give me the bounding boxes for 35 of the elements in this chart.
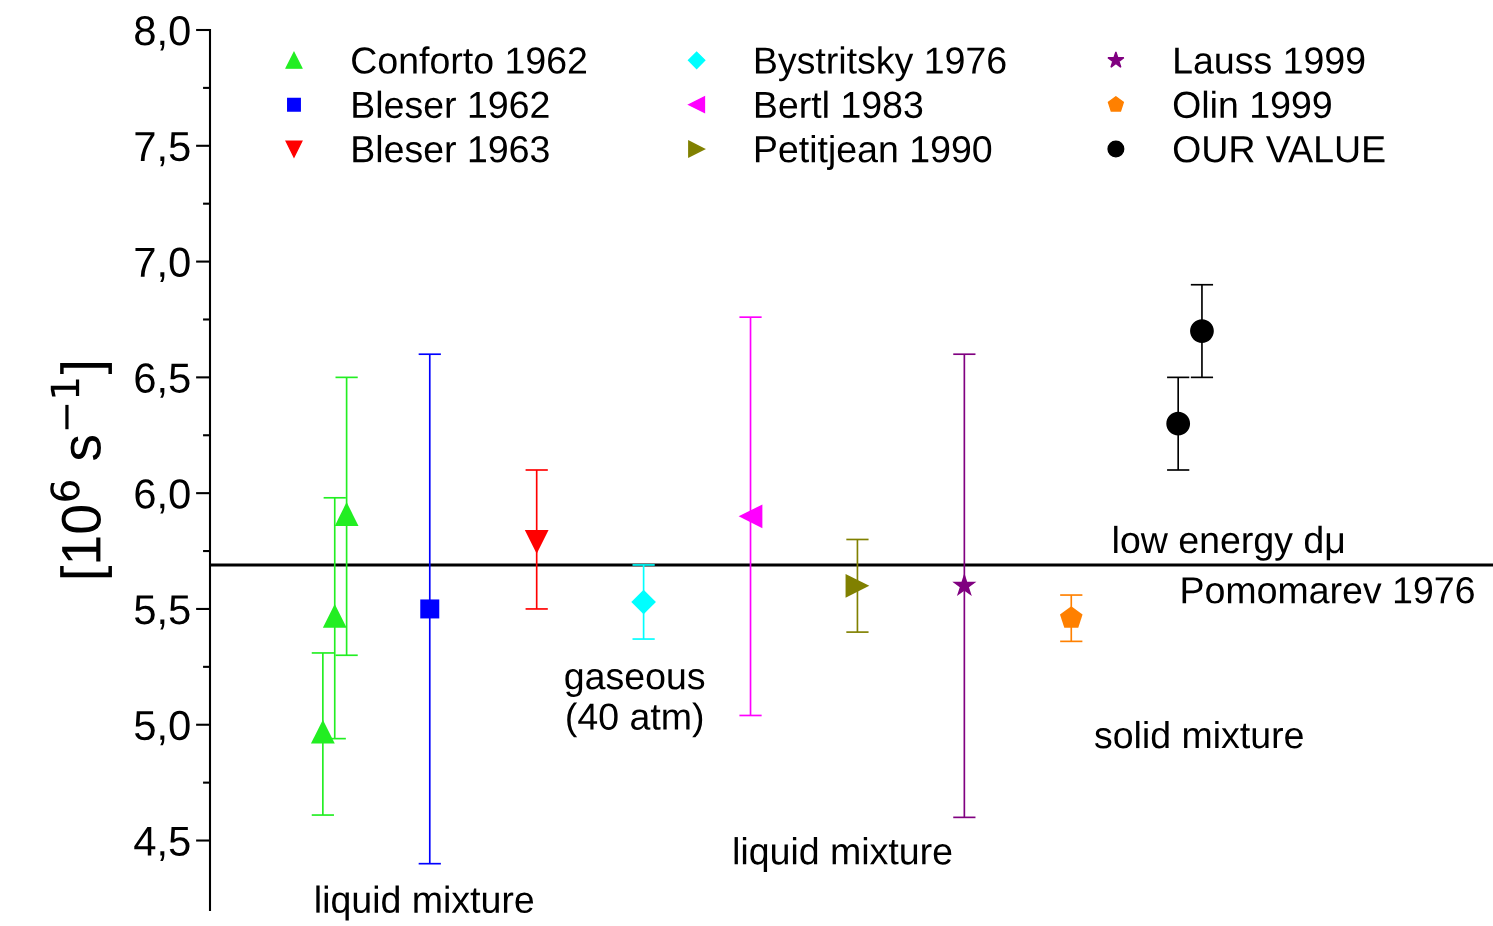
point [1190, 319, 1214, 343]
y-tick-label: 4,5 [134, 826, 190, 861]
legend-label: Petitjean 1990 [755, 134, 992, 170]
annotation: liquid mixture [734, 837, 952, 873]
point [1059, 606, 1083, 628]
y-tick-label: 7,0 [135, 247, 190, 283]
annotation: gaseous (40 atm) [565, 669, 705, 738]
legend-label: Conforto 1962 [352, 46, 587, 74]
legend-label: OUR VALUE [1173, 135, 1385, 163]
legend-label: Bleser 1963 [353, 134, 549, 163]
point [952, 573, 977, 597]
legend-label: Lauss 1999 [1175, 47, 1365, 74]
legend-label: Bystritsky 1976 [755, 46, 1006, 82]
y-tick-label: 7,5 [135, 132, 190, 167]
y-tick-label: 5,5 [135, 595, 190, 630]
point [738, 504, 763, 529]
annotation: solid mixture [1095, 720, 1303, 749]
point [1166, 411, 1191, 436]
point [524, 529, 549, 554]
legend-label: Bertl 1983 [755, 90, 923, 119]
point [310, 719, 335, 744]
legend-label: Olin 1999 [1173, 90, 1331, 119]
point [322, 604, 347, 628]
point [845, 573, 870, 598]
annotation: liquid mixture [316, 885, 534, 921]
legend-label: Bleser 1962 [353, 90, 549, 119]
y-tick-label: 6,0 [135, 479, 190, 514]
y-tick-label: 5,0 [135, 710, 190, 746]
point [334, 502, 359, 526]
y-axis-title: [10$^{6}$ s$^{−1}$] [50, 363, 112, 578]
y-tick-label: 8,0 [135, 16, 190, 51]
point [420, 599, 440, 619]
ref-line-label: low energy dμ Pomomarev 1976 [1114, 525, 1474, 604]
point [631, 589, 656, 615]
y-tick-label: 6,5 [135, 363, 190, 398]
